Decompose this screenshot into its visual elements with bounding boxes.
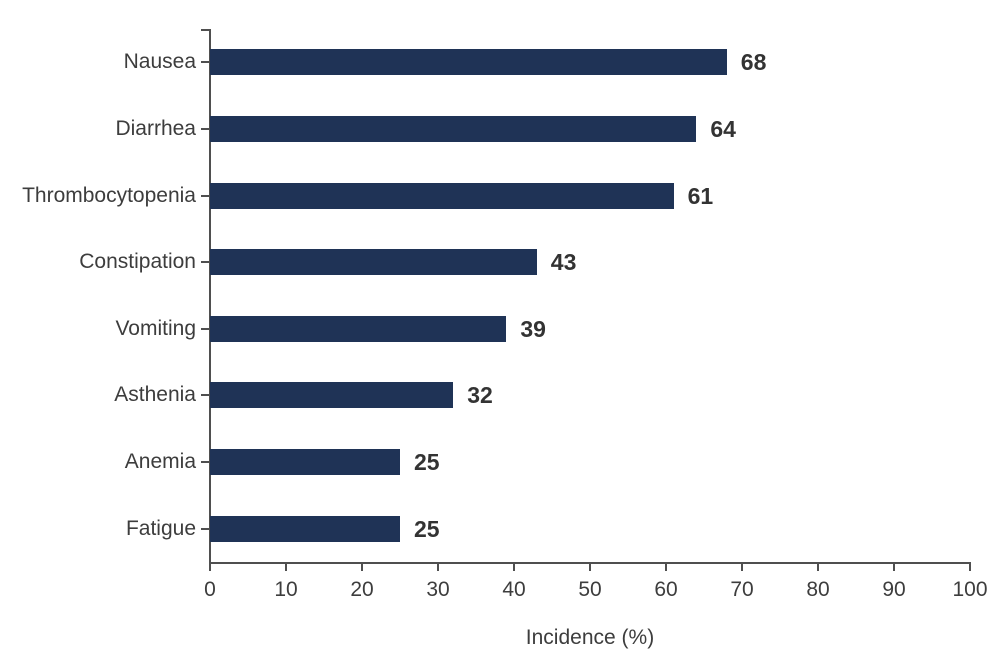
y-axis-end-tick: [201, 29, 209, 31]
category-label-thrombocytopenia: Thrombocytopenia: [22, 183, 196, 207]
x-tick-label-0: 0: [204, 578, 216, 601]
bar-fatigue: [210, 515, 400, 542]
value-label-constipation: 43: [550, 249, 577, 276]
category-label-constipation: Constipation: [79, 250, 196, 274]
y-tick-diarrhea: [201, 127, 209, 130]
y-tick-anemia: [201, 461, 209, 464]
bar-vomiting: [210, 315, 507, 342]
x-tick-60: [665, 562, 667, 571]
x-tick-label-30: 30: [426, 578, 450, 601]
x-tick-label-10: 10: [274, 578, 298, 601]
y-axis: [209, 29, 211, 564]
x-tick-label-90: 90: [882, 578, 906, 601]
bar-nausea: [210, 49, 727, 76]
x-tick-label-60: 60: [654, 578, 678, 601]
bar-asthenia: [210, 382, 454, 409]
x-tick-label-50: 50: [578, 578, 602, 601]
category-label-asthenia: Asthenia: [114, 383, 196, 407]
x-tick-40: [513, 562, 515, 571]
value-label-nausea: 68: [740, 49, 767, 76]
x-tick-50: [589, 562, 591, 571]
bar-anemia: [210, 449, 400, 476]
category-label-diarrhea: Diarrhea: [115, 116, 196, 140]
value-label-asthenia: 32: [467, 382, 493, 409]
x-tick-label-100: 100: [952, 578, 988, 601]
x-tick-10: [285, 562, 287, 571]
x-axis-title: Incidence (%): [525, 626, 655, 649]
x-tick-0: [209, 562, 211, 571]
x-tick-20: [361, 562, 363, 571]
value-label-vomiting: 39: [520, 315, 546, 342]
y-tick-fatigue: [201, 527, 209, 530]
y-tick-asthenia: [201, 394, 209, 397]
y-tick-nausea: [201, 61, 209, 64]
bar-thrombocytopenia: [210, 182, 674, 209]
y-tick-vomiting: [201, 327, 209, 330]
y-tick-constipation: [201, 261, 209, 264]
x-tick-90: [893, 562, 895, 571]
value-label-thrombocytopenia: 61: [687, 182, 714, 209]
x-tick-label-70: 70: [730, 578, 754, 601]
value-label-diarrhea: 64: [710, 115, 736, 142]
x-tick-70: [741, 562, 743, 571]
category-label-fatigue: Fatigue: [125, 516, 196, 540]
x-tick-80: [817, 562, 819, 571]
category-label-anemia: Anemia: [124, 450, 196, 474]
bar-constipation: [210, 249, 537, 276]
x-tick-30: [437, 562, 439, 571]
y-tick-thrombocytopenia: [201, 194, 209, 197]
category-label-nausea: Nausea: [123, 50, 196, 74]
x-tick-label-40: 40: [502, 578, 526, 601]
x-tick-100: [969, 562, 971, 571]
category-label-vomiting: Vomiting: [115, 316, 196, 340]
value-label-anemia: 25: [414, 449, 440, 476]
x-tick-label-80: 80: [806, 578, 830, 601]
x-tick-label-20: 20: [350, 578, 374, 601]
value-label-fatigue: 25: [414, 515, 440, 542]
bar-diarrhea: [210, 115, 697, 142]
